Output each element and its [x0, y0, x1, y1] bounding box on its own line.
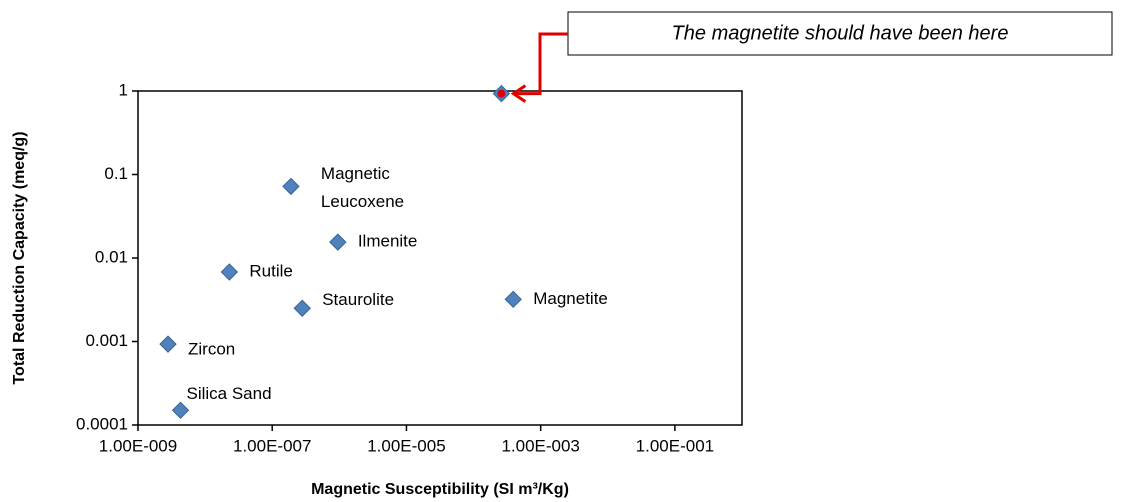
point-label: Magnetite — [533, 289, 608, 308]
plot-frame — [137, 90, 743, 426]
point — [293, 299, 311, 317]
y-tick-label: 0.01 — [95, 247, 128, 266]
point-label: Staurolite — [322, 290, 394, 309]
x-tick-label: 1.00E-001 — [636, 436, 714, 455]
x-tick-label: 1.00E-005 — [367, 436, 445, 455]
point-label: Ilmenite — [358, 232, 418, 251]
y-tick-label: 1 — [119, 80, 128, 99]
point — [159, 335, 177, 353]
x-tick-label: 1.00E-009 — [99, 436, 177, 455]
y-tick-label: 0.0001 — [76, 414, 128, 433]
point — [220, 263, 239, 281]
point-label: Silica Sand — [187, 384, 272, 403]
x-axis-title: Magnetic Susceptibility (SI m³/Kg) — [311, 481, 569, 498]
x-tick-label: 1.00E-007 — [233, 436, 311, 455]
point — [329, 233, 347, 251]
y-tick-label: 0.001 — [85, 331, 128, 350]
y-tick-label: 0.1 — [104, 164, 128, 183]
annotation-text: The magnetite should have been here — [672, 22, 1009, 44]
annotation-target — [497, 89, 506, 98]
point-label: Leucoxene — [321, 192, 404, 211]
point — [171, 401, 190, 420]
x-tick-label: 1.00E-003 — [501, 436, 579, 455]
y-axis-title: Total Reduction Capacity (meq/g) — [11, 131, 28, 384]
point-label: Rutile — [249, 261, 292, 280]
point-label: Zircon — [188, 340, 235, 359]
annotation-arrowhead — [510, 84, 527, 103]
point — [504, 290, 522, 309]
point-label: Magnetic — [321, 164, 390, 183]
annotation-box — [567, 11, 1113, 56]
point — [282, 177, 300, 196]
annotation-arrow — [515, 32, 568, 96]
